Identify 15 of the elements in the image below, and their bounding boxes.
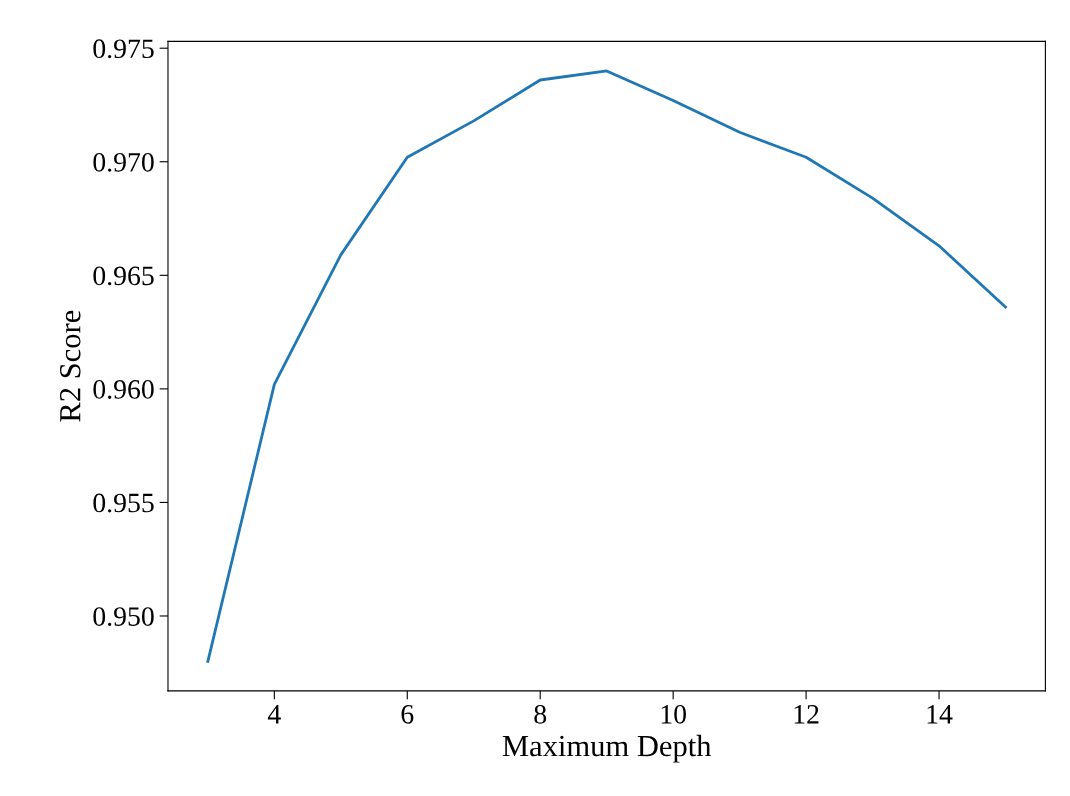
x-tick-label: 6 <box>401 705 414 724</box>
y-tick-label: 0.965 <box>93 266 154 286</box>
y-tick-label: 0.950 <box>93 607 154 627</box>
x-tick-label: 14 <box>927 705 953 724</box>
y-tick-label: 0.975 <box>93 39 154 59</box>
x-tick-label: 12 <box>794 705 819 724</box>
x-tick-label: 8 <box>534 704 547 724</box>
x-axis-title: Maximum Depth <box>502 734 712 763</box>
y-tick-label: 0.970 <box>93 152 154 172</box>
y-tick-label: 0.955 <box>93 493 154 513</box>
x-tick-label: 10 <box>661 704 686 724</box>
y-tick-label: 0.960 <box>93 380 154 399</box>
y-axis-title: R2 Score <box>60 310 81 422</box>
x-tick-label: 4 <box>267 705 281 724</box>
line-series <box>206 69 1007 663</box>
